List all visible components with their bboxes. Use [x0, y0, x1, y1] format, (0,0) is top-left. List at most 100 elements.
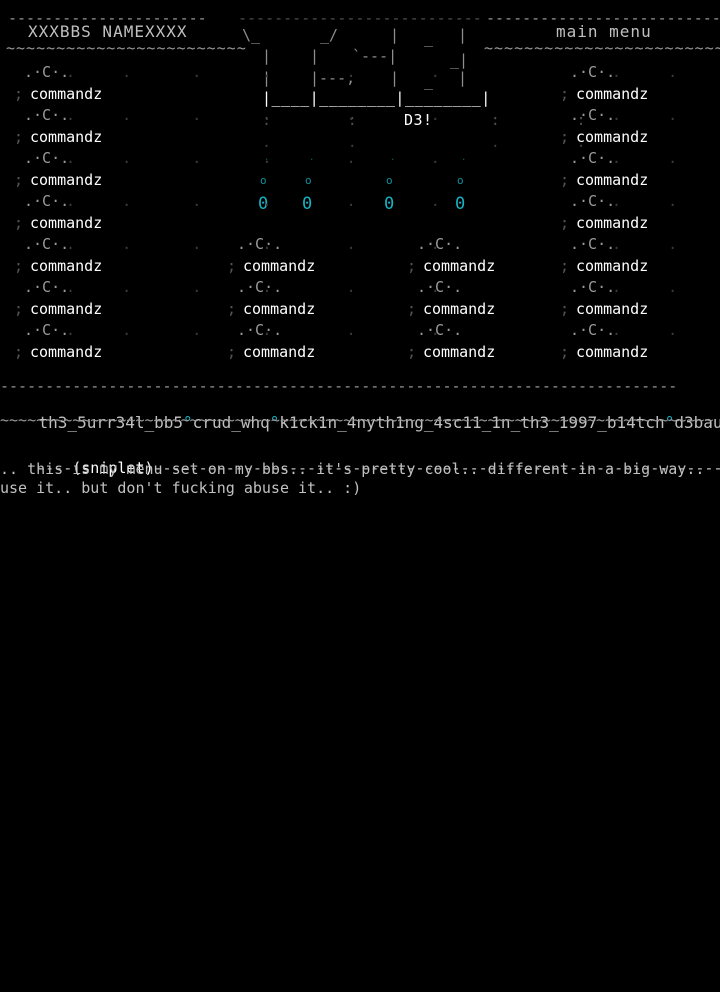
banner-top-rule: ----------------------------------------…: [0, 377, 678, 395]
banner-separator-3: °: [664, 412, 675, 432]
sidebar-item-commandz-c3-3[interactable]: commandz: [423, 343, 496, 361]
bbs-terminal-screen: ---------------------- XXXBBS NAMEXXXX ~…: [0, 9, 720, 497]
center-small-o-2: o: [305, 174, 312, 187]
menu-decorator-c1-3: .·C·.: [24, 149, 70, 167]
sidebar-item-commandz-c1-2[interactable]: commandz: [30, 128, 103, 146]
logo-line1-d: _: [424, 29, 434, 47]
menu-decorator-c1-5: .·C·.: [24, 235, 70, 253]
sniplet-line-1: .. this is my menu set on my bbs.. it's …: [0, 460, 705, 478]
sidebar-item-commandz-c1-7[interactable]: commandz: [30, 343, 103, 361]
menu-decorator-c1-4: .·C·.: [24, 192, 70, 210]
logo-line2-c: `---|: [352, 47, 398, 65]
sidebar-item-commandz-c1-5[interactable]: commandz: [30, 257, 103, 275]
menu-decorator-c4-1: .·C·.: [570, 63, 616, 81]
menu-trail-c1-2: . . . . . .: [66, 106, 445, 124]
menu-decorator-c1-6: .·C·.: [24, 278, 70, 296]
logo-line2-d: _|: [450, 51, 469, 69]
sidebar-item-commandz-c4-4[interactable]: commandz: [576, 214, 649, 232]
banner-segment-1: th3_5urr34l_bb5: [38, 412, 184, 432]
menu-decorator-c3-3: .·C·.: [417, 321, 463, 339]
sidebar-item-commandz-c3-1[interactable]: commandz: [423, 257, 496, 275]
header-left-bottom-rule: ~~~~~~~~~~~~~~~~~~~~~~~~: [6, 39, 247, 57]
menu-bullet-c3-3: ;: [407, 343, 417, 361]
menu-decorator-c4-7: .·C·.: [570, 321, 616, 339]
sidebar-item-commandz-c4-1[interactable]: commandz: [576, 85, 649, 103]
menu-bullet-c1-1: ;: [14, 85, 24, 103]
banner-segment-3: k1ck1n_4nyth1ng_4sc11_1n_th3_1997_b14tch: [279, 412, 665, 432]
menu-bullet-c2-3: ;: [227, 343, 237, 361]
page-title: XXXBBS NAMEXXXX: [28, 22, 188, 41]
sidebar-item-commandz-c1-1[interactable]: commandz: [30, 85, 103, 103]
menu-bullet-c3-1: ;: [407, 257, 417, 275]
logo-line1-e: |: [458, 26, 468, 44]
menu-trail-c4-5: . . . . . .: [612, 235, 683, 253]
menu-trail-c4-2: . . . . . .: [612, 106, 683, 124]
menu-decorator-c1-1: .·C·.: [24, 63, 70, 81]
menu-decorator-c2-1: .·C·.: [237, 235, 283, 253]
center-dot-4: .: [461, 153, 467, 163]
menu-bullet-c2-2: ;: [227, 300, 237, 318]
menu-trail-c1-1: . . . . . .: [66, 63, 445, 81]
sidebar-item-commandz-c4-3[interactable]: commandz: [576, 171, 649, 189]
menu-decorator-c1-2: .·C·.: [24, 106, 70, 124]
menu-bullet-c1-3: ;: [14, 171, 24, 189]
header-center-top-rule: ---------------------------: [238, 9, 482, 27]
sidebar-item-commandz-c4-6[interactable]: commandz: [576, 300, 649, 318]
menu-bullet-c4-6: ;: [560, 300, 570, 318]
sidebar-item-commandz-c4-2[interactable]: commandz: [576, 128, 649, 146]
sidebar-item-commandz-c3-2[interactable]: commandz: [423, 300, 496, 318]
sidebar-item-commandz-c4-5[interactable]: commandz: [576, 257, 649, 275]
banner-bottom-rule: ~~~~~~~~~~~~~~~~~~~~~~~~~~~~~~~~~~~~~~~~…: [0, 411, 714, 429]
sidebar-item-commandz-c4-7[interactable]: commandz: [576, 343, 649, 361]
menu-bullet-c4-5: ;: [560, 257, 570, 275]
center-zero-1: 0: [258, 194, 269, 214]
center-dot-1: .: [264, 153, 270, 163]
logo-dot-row: . . . .: [262, 133, 587, 151]
sidebar-item-commandz-c1-3[interactable]: commandz: [30, 171, 103, 189]
logo-baseline: |____|________|________|: [262, 89, 491, 107]
menu-bullet-c4-1: ;: [560, 85, 570, 103]
menu-trail-c4-3: . . . . . .: [612, 149, 683, 167]
sidebar-item-commandz-c1-4[interactable]: commandz: [30, 214, 103, 232]
menu-decorator-c4-5: .·C·.: [570, 235, 616, 253]
menu-decorator-c4-3: .·C·.: [570, 149, 616, 167]
center-dot-2: .: [309, 153, 315, 163]
menu-bullet-c3-2: ;: [407, 300, 417, 318]
sidebar-item-commandz-c2-1[interactable]: commandz: [243, 257, 316, 275]
sidebar-item-commandz-c1-6[interactable]: commandz: [30, 300, 103, 318]
sniplet-rule-suffix: ----------------------------------------…: [153, 458, 720, 477]
menu-trail-c4-1: . . . . . .: [612, 63, 683, 81]
logo-line1-a: \_: [242, 26, 261, 44]
banner-text: th3_5urr34l_bb5°crud_whq°k1ck1n_4nyth1ng…: [0, 390, 720, 455]
logo-line1-b: _/: [320, 26, 339, 44]
menu-bullet-c1-2: ;: [14, 128, 24, 146]
menu-trail-c1-3: . . . . . .: [66, 149, 445, 167]
header-right-bottom-rule: ~~~~~~~~~~~~~~~~~~~~~~~~~~~~: [484, 39, 720, 57]
logo-colon-row: : : : :: [262, 111, 587, 129]
banner-separator-1: °: [183, 412, 193, 432]
menu-decorator-c4-6: .·C·.: [570, 278, 616, 296]
menu-decorator-c1-7: .·C·.: [24, 321, 70, 339]
logo-line2-b: |: [310, 47, 320, 65]
logo-line3-b: |---,: [310, 69, 356, 87]
menu-decorator-c3-1: .·C·.: [417, 235, 463, 253]
logo-tag: D3!: [404, 111, 433, 129]
menu-trail-c1-4: . . . . . .: [66, 192, 445, 210]
menu-decorator-c4-4: .·C·.: [570, 192, 616, 210]
menu-trail-c4-6: . . . . . .: [612, 278, 683, 296]
banner-segment-4: d3bauch: [674, 412, 720, 432]
logo-line3-c: |: [390, 69, 400, 87]
sidebar-item-commandz-c2-3[interactable]: commandz: [243, 343, 316, 361]
menu-bullet-c4-3: ;: [560, 171, 570, 189]
menu-trail-c1-5: . . . . . .: [66, 235, 445, 253]
center-small-o-3: o: [386, 174, 393, 187]
menu-decorator-c2-2: .·C·.: [237, 278, 283, 296]
sniplet-rule-prefix: ----: [36, 458, 73, 477]
logo-line1-c: |: [390, 26, 400, 44]
menu-bullet-c1-7: ;: [14, 343, 24, 361]
center-dot-3: .: [390, 153, 396, 163]
center-zero-4: 0: [455, 194, 466, 214]
menu-trail-c4-4: . . . . . .: [612, 192, 683, 210]
sidebar-item-commandz-c2-2[interactable]: commandz: [243, 300, 316, 318]
header-left-top-rule: ----------------------: [8, 9, 207, 27]
